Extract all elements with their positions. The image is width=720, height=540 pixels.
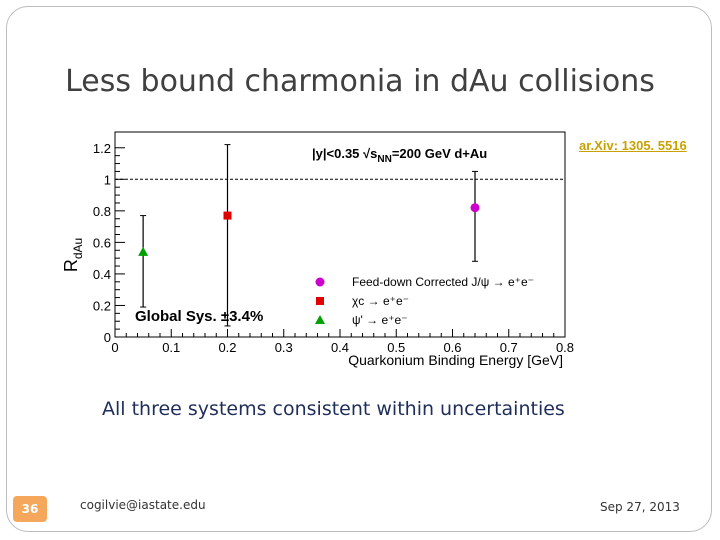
x-axis-label: Quarkonium Binding Energy [GeV] [348, 352, 563, 368]
x-tick-label: 0.8 [556, 340, 574, 355]
legend-marker [316, 297, 324, 305]
x-tick-label: 0.1 [162, 340, 180, 355]
x-tick-label: 0.3 [275, 340, 293, 355]
chart-marks [138, 144, 480, 327]
data-point [223, 211, 232, 220]
y-axis-label: RdAu [61, 238, 85, 272]
y-tick-label: 1.2 [93, 141, 111, 156]
x-tick-label: 0.6 [443, 340, 461, 355]
x-tick-label: 0.4 [331, 340, 349, 355]
slide-caption: All three systems consistent within unce… [102, 398, 565, 420]
x-tick-label: 0 [111, 340, 118, 355]
x-tick-label: 0.5 [387, 340, 405, 355]
slide-frame [6, 6, 712, 532]
legend-label: Feed-down Corrected J/ψ → e⁺e⁻ [352, 275, 534, 289]
chart-axes: 0 0.1 0.2 0.3 0.4 0.5 0.6 0.7 0.8 0 0.2 0.4 0.6 0.8 1 1… [61, 131, 574, 368]
legend-marker [315, 315, 325, 324]
legend-label: ψ' → e⁺e⁻ [352, 313, 408, 327]
x-tick-label: 0.2 [218, 340, 236, 355]
chart-svg: 0 0.1 0.2 0.3 0.4 0.5 0.6 0.7 0.8 0 0.2 0.4 0.6 0.8 1 1… [61, 131, 574, 368]
y-tick-label: 0 [104, 330, 111, 345]
y-tick-label: 0.6 [93, 235, 111, 250]
plot-frame [114, 131, 566, 338]
y-tick-label: 0.8 [93, 204, 111, 219]
y-tick-label: 0.4 [93, 267, 111, 282]
data-point [138, 246, 149, 256]
x-tick-label: 0.7 [500, 340, 518, 355]
y-tick-label: 1 [104, 172, 111, 187]
arxiv-reference-link[interactable]: ar.Xiv: 1305. 5516 [579, 138, 687, 153]
chart-legend: Feed-down Corrected J/ψ → e⁺e⁻ χc → e⁺e⁻ ψ… [315, 275, 534, 327]
slide-date: Sep 27, 2013 [600, 500, 680, 514]
chart: 0 0.1 0.2 0.3 0.4 0.5 0.6 0.7 0.8 0 0.2 0.4 0.6 0.8 1 1… [50, 120, 580, 384]
y-tick-label: 0.2 [93, 298, 111, 313]
global-sys-label: Global Sys. ±3.4% [135, 308, 263, 325]
legend-marker [315, 277, 325, 287]
data-point [470, 203, 480, 213]
legend-label: χc → e⁺e⁻ [352, 294, 409, 308]
slide-number-badge: 36 [13, 496, 47, 522]
slide-title: Less bound charmonia in dAu collisions [65, 64, 655, 99]
author-email: cogilvie@iastate.edu [80, 498, 206, 512]
chart-annotation: |y|<0.35 √sNN=200 GeV d+Au [312, 146, 487, 165]
